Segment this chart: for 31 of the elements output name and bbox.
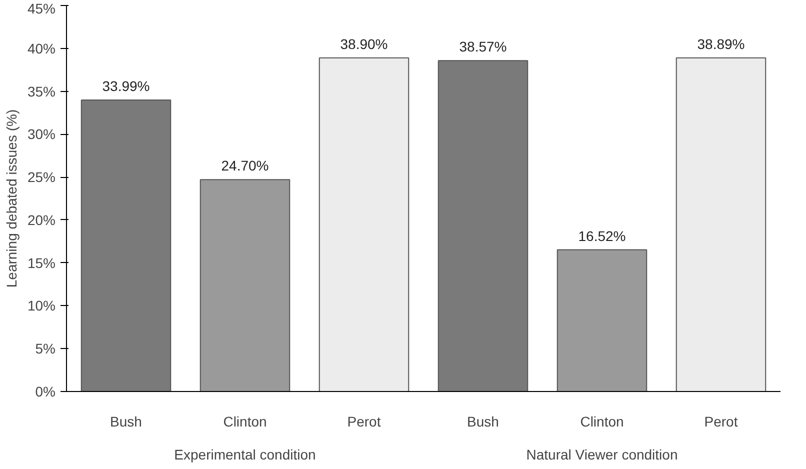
x-tick-label: Perot [347,414,381,430]
bar [438,60,528,392]
y-tick-label: 45% [27,0,56,16]
data-label: 38.57% [459,38,507,55]
bar [676,57,766,392]
x-tick-label: Bush [110,414,142,430]
y-tick-label: 15% [27,254,56,271]
y-tick-label: 35% [27,83,56,100]
x-tick-label: Bush [467,414,499,430]
y-tick-label: 30% [27,126,56,142]
y-tick-label: 0% [35,384,56,400]
data-label: 33.99% [102,78,150,94]
y-axis-title: Learning debated issues (%) [3,109,20,288]
y-tick-label: 25% [27,169,56,186]
data-label: 38.89% [697,36,745,52]
bar [200,179,290,392]
data-label: 38.90% [340,36,388,52]
bar [318,57,410,392]
text: Natural Viewer condition [526,446,678,462]
y-tick-label: 5% [35,340,56,357]
y-tick-label: 40% [27,40,56,56]
y-tick-label: 20% [27,212,56,228]
x-tick-label: Clinton [223,414,267,430]
text: Experimental condition [174,446,316,462]
y-tick-label: 10% [27,298,56,314]
data-label: 24.70% [221,158,269,174]
bar [80,99,172,392]
x-tick-label: Perot [704,414,738,430]
data-label: 16.52% [578,228,626,244]
x-tick-label: Clinton [580,414,624,430]
bar [556,249,648,392]
